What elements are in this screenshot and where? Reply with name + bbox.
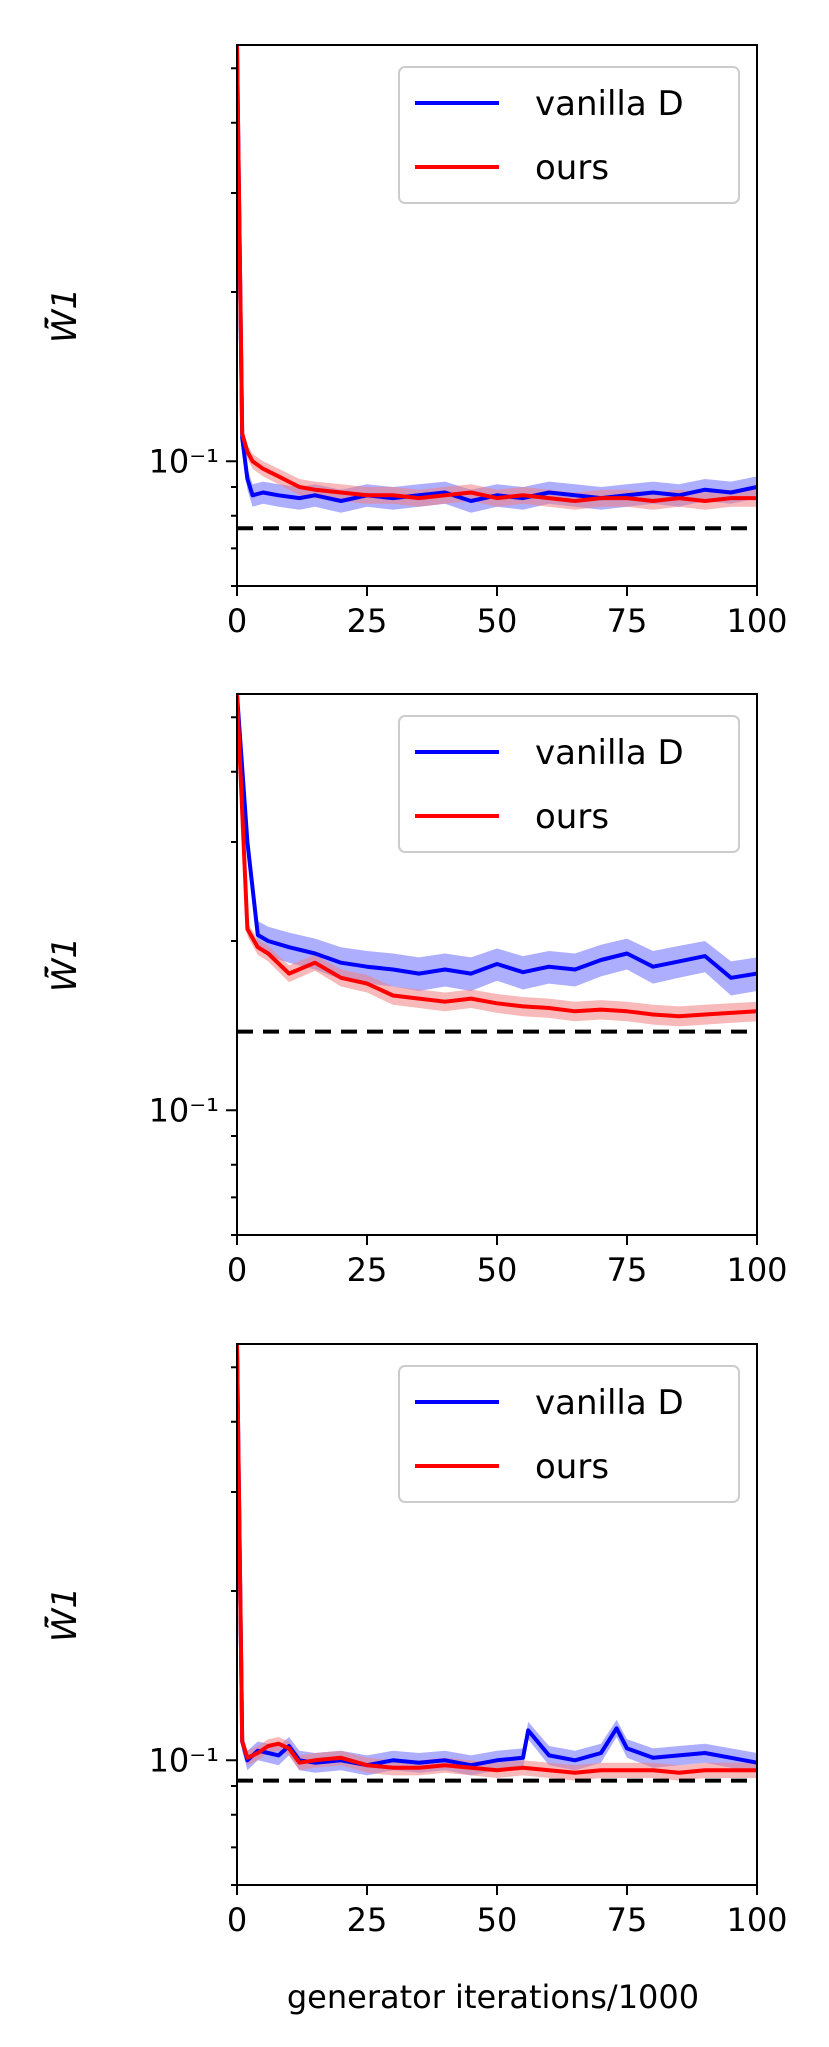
- y-tick-label: 10⁻¹: [149, 1091, 219, 1129]
- x-tick-label: 0: [227, 602, 247, 640]
- series-line-ours: [237, 1344, 757, 1775]
- legend: vanilla D ours: [398, 715, 740, 853]
- legend-label-ours: ours: [535, 797, 609, 837]
- x-tick-label: 75: [607, 1251, 648, 1289]
- x-tick-label: 0: [227, 1251, 247, 1289]
- legend-label-vanilla-d: vanilla D: [535, 733, 684, 773]
- plot-area: [237, 45, 757, 531]
- legend-label-vanilla-d: vanilla D: [535, 84, 684, 124]
- chart-panel-1: 0 25 50 75 100 10⁻¹ W̃̄1 vanilla D ours: [44, 44, 788, 640]
- x-tick-label: 0: [227, 1901, 247, 1939]
- x-tick-label: 25: [347, 602, 388, 640]
- chart-panel-3: 0 25 50 75 100 10⁻¹ W̃̄1 vanilla D ours: [44, 1343, 788, 1939]
- x-tick-label: 50: [477, 1901, 518, 1939]
- x-tick-label: 25: [347, 1251, 388, 1289]
- chart-panel-2: 0 25 50 75 100 10⁻¹ W̃̄1 vanilla D ours: [44, 693, 788, 1289]
- legend: vanilla D ours: [398, 66, 740, 204]
- series-line-vanilla-d: [237, 1344, 757, 1768]
- x-tick-label: 100: [726, 1251, 787, 1289]
- y-tick-label: 10⁻¹: [149, 442, 219, 480]
- y-axis-label: W̃̄1: [44, 937, 85, 992]
- plot-area: [237, 1344, 757, 1783]
- x-tick-label: 100: [726, 1901, 787, 1939]
- y-tick-label: 10⁻¹: [149, 1741, 219, 1779]
- confidence-band-vanilla-d: [237, 694, 757, 996]
- legend-label-vanilla-d: vanilla D: [535, 1383, 684, 1423]
- y-axis-label: W̃̄1: [44, 288, 85, 343]
- x-tick-label: 25: [347, 1901, 388, 1939]
- plot-area: [237, 694, 757, 1034]
- x-tick-label: 100: [726, 602, 787, 640]
- series-line-ours: [237, 694, 757, 1019]
- legend: vanilla D ours: [398, 1365, 740, 1503]
- y-axis-label: W̃̄1: [44, 1587, 85, 1642]
- x-tick-label: 75: [607, 602, 648, 640]
- legend-label-ours: ours: [535, 148, 609, 188]
- x-tick-label: 75: [607, 1901, 648, 1939]
- x-axis-label: generator iterations/1000: [287, 1978, 699, 2016]
- series-line-ours: [237, 45, 757, 503]
- series-line-vanilla-d: [237, 45, 757, 503]
- series-line-vanilla-d: [237, 694, 757, 980]
- x-tick-label: 50: [477, 1251, 518, 1289]
- x-tick-label: 50: [477, 602, 518, 640]
- legend-label-ours: ours: [535, 1447, 609, 1487]
